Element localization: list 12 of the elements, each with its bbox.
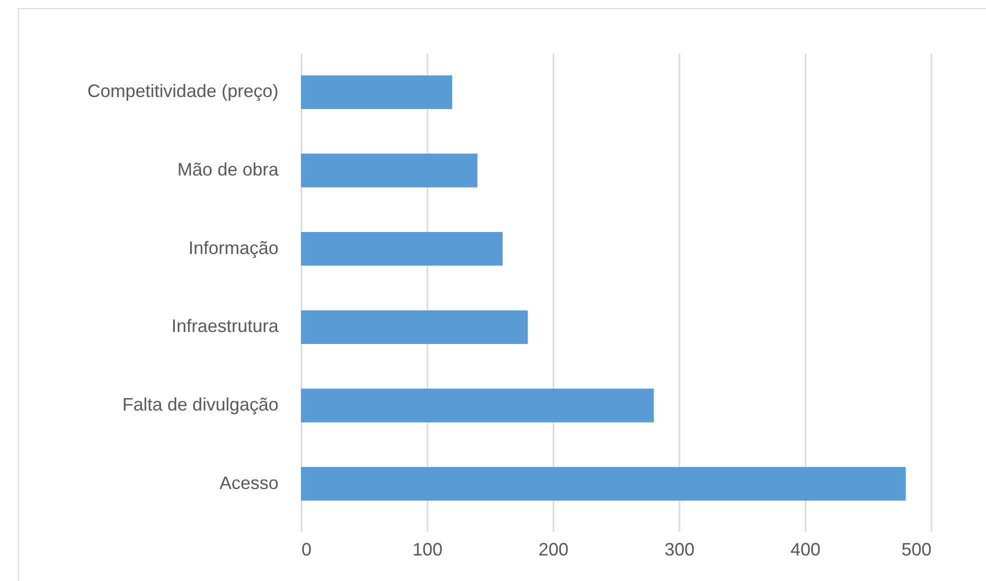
- x-tick-label: 400: [790, 540, 821, 560]
- x-tick-label: 0: [302, 540, 312, 560]
- y-tick-label: Mão de obra: [177, 160, 280, 180]
- x-tick-label: 200: [538, 540, 569, 560]
- y-tick-label: Falta de divulgação: [122, 394, 278, 414]
- x-tick-label: 300: [664, 540, 695, 560]
- y-tick-label: Informação: [188, 238, 278, 258]
- x-tick-label: 100: [412, 540, 443, 560]
- x-tick-label: 500: [901, 540, 932, 560]
- y-tick-label: Acesso: [219, 472, 278, 493]
- y-tick-label: Infraestrutura: [171, 316, 280, 336]
- y-tick-label: Competitividade (preço): [87, 81, 278, 102]
